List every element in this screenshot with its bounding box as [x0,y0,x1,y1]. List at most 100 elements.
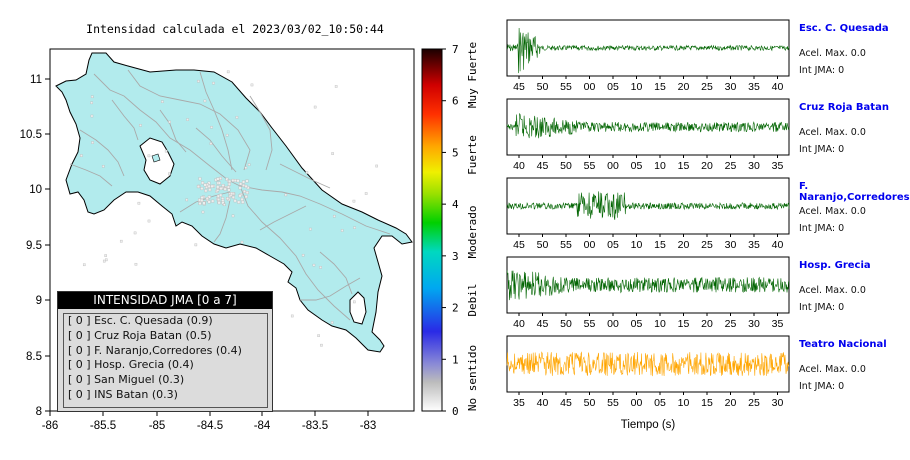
lat-tick-label: 9.5 [26,240,42,252]
time-tick-label: 25 [725,318,737,330]
waveform-panel: 40 45 50 55 00 05 10 15 20 25 30 35 [506,256,790,330]
legend-row: [ 0 ] F. Naranjo,Corredores (0.4) [68,343,242,357]
time-tick-label: 40 [537,397,549,409]
station-marker [198,177,202,181]
time-tick-label: 10 [654,318,666,330]
time-tick-label: 55 [560,81,572,93]
time-tick-label: 40 [772,239,784,251]
station-marker [320,343,323,347]
colorbar-tick-label: 5 [452,146,459,159]
station-marker [90,101,93,105]
station-marker [137,201,141,205]
station-marker [186,118,189,121]
colorbar-tick-label: 6 [452,95,459,108]
time-tick-label: 25 [701,239,713,251]
station-marker [207,184,211,188]
station-marker [164,149,168,153]
station-marker [204,189,208,193]
time-tick-label: 55 [607,397,619,409]
station-marker [219,176,223,180]
time-tick-label: 05 [607,239,619,251]
colorbar-tick-label: 4 [452,198,459,211]
lon-tick-label: -83 [360,420,377,432]
time-tick-label: 30 [772,397,784,409]
station-marker [244,166,248,170]
station-marker [247,163,251,166]
station-marker [284,193,288,197]
station-marker [238,194,242,198]
time-tick-label: 55 [560,239,572,251]
time-tick-label: 00 [607,160,619,172]
lat-tick-label: 8 [36,406,42,418]
station-marker [238,186,242,190]
station-jma-intensity: Int JMA: 0 [799,381,845,392]
colorbar-tick-label: 7 [452,43,459,56]
station-marker [219,187,223,191]
time-tick-label: 50 [560,160,572,172]
station-marker [217,181,221,185]
time-tick-label: 35 [748,81,760,93]
station-marker [319,266,322,269]
time-tick-label: 45 [560,397,572,409]
station-marker [147,154,151,158]
station-marker [101,165,105,168]
colorbar-tick-label: 3 [452,250,459,263]
time-tick-label: 05 [631,160,643,172]
time-tick-label: 20 [701,160,713,172]
waveform-frame [506,98,790,156]
lat-tick-label: 10.5 [20,129,42,141]
time-tick-label: 55 [584,160,596,172]
station-marker [201,210,205,214]
station-name: Esc. C. Quesada [799,23,889,34]
lon-tick-label: -85 [149,420,166,432]
station-max-accel: Acel. Max. 0.0 [799,285,866,296]
time-tick-label: 35 [513,397,525,409]
station-marker [333,214,336,218]
station-marker [207,200,211,204]
station-marker [301,253,305,257]
time-tick-label: 15 [654,81,666,93]
station-marker [194,243,198,247]
station-marker [290,314,294,318]
time-tick-label: 40 [772,81,784,93]
station-marker [217,198,221,202]
station-marker [245,191,249,195]
station-markers [80,70,378,348]
station-marker [82,263,86,267]
station-marker [168,120,171,124]
station-marker [200,198,204,202]
station-marker [239,182,243,186]
station-marker [226,70,230,74]
time-tick-label: 10 [654,160,666,172]
station-marker [231,195,235,199]
station-max-accel: Acel. Max. 0.0 [799,127,866,138]
time-tick-label: 50 [584,397,596,409]
station-marker [104,254,107,257]
station-marker [222,203,226,207]
map-title: Intensidad calculada el 2023/03/02_10:50… [86,22,384,36]
station-marker [105,258,108,262]
colorbar-tick-label: 1 [452,353,459,366]
station-marker [330,321,334,324]
station-marker [340,229,344,232]
station-name: F. Naranjo,Corredores [799,181,910,203]
station-marker [212,81,215,85]
station-marker [203,99,207,103]
station-marker [313,105,317,109]
station-marker [240,240,244,244]
station-marker [216,185,220,189]
station-marker [236,179,240,183]
station-marker [305,171,309,174]
waveform-trace [506,112,790,139]
time-tick-label: 10 [678,397,690,409]
time-tick-label: 20 [701,318,713,330]
station-marker [219,193,223,197]
time-tick-label: 35 [772,318,784,330]
station-marker [231,214,235,218]
lon-tick-label: -85.5 [90,420,116,432]
station-marker [235,116,239,119]
station-marker [203,183,207,187]
station-marker [244,195,248,199]
station-marker [241,200,245,204]
legend-title: INTENSIDAD JMA [0 a 7] [58,292,272,309]
